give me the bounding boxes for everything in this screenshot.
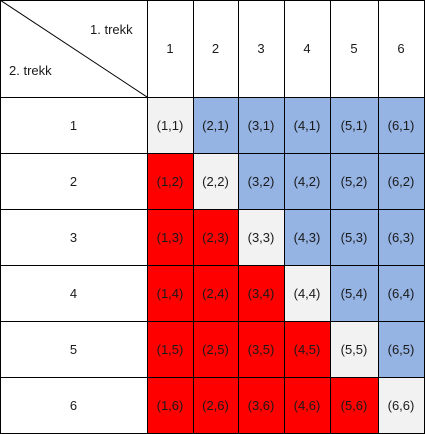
row-header: 6 <box>0 377 147 433</box>
grid-line-horizontal <box>0 209 425 210</box>
lower-cell: (2,6) <box>193 377 238 433</box>
grid-line-vertical <box>238 0 239 434</box>
lower-cell: (2,4) <box>193 265 238 321</box>
lower-cell: (1,5) <box>147 321 193 377</box>
column-header: 2 <box>193 0 238 97</box>
upper-cell: (2,1) <box>193 97 238 153</box>
lower-cell: (1,6) <box>147 377 193 433</box>
row-header: 1 <box>0 97 147 153</box>
upper-cell: (4,1) <box>284 97 330 153</box>
upper-cell: (6,3) <box>378 209 424 265</box>
upper-cell: (3,2) <box>238 153 284 209</box>
diagonal-cell: (4,4) <box>284 265 330 321</box>
lower-cell: (1,3) <box>147 209 193 265</box>
upper-cell: (4,3) <box>284 209 330 265</box>
lower-cell: (4,5) <box>284 321 330 377</box>
upper-cell: (6,1) <box>378 97 424 153</box>
column-axis-label: 1. trekk <box>90 22 133 37</box>
upper-cell: (4,2) <box>284 153 330 209</box>
grid-line-vertical <box>0 0 1 434</box>
grid-line-horizontal <box>0 321 425 322</box>
upper-cell: (3,1) <box>238 97 284 153</box>
diagonal-cell: (3,3) <box>238 209 284 265</box>
lower-cell: (3,4) <box>238 265 284 321</box>
grid-line-horizontal <box>0 377 425 378</box>
row-header: 4 <box>0 265 147 321</box>
grid-line-horizontal <box>0 265 425 266</box>
upper-cell: (6,4) <box>378 265 424 321</box>
upper-cell: (5,1) <box>330 97 378 153</box>
upper-cell: (6,5) <box>378 321 424 377</box>
upper-cell: (5,4) <box>330 265 378 321</box>
grid-line-horizontal <box>0 97 425 98</box>
upper-cell: (5,2) <box>330 153 378 209</box>
grid-line-vertical <box>284 0 285 434</box>
lower-cell: (5,6) <box>330 377 378 433</box>
lower-cell: (2,5) <box>193 321 238 377</box>
column-header: 1 <box>147 0 193 97</box>
row-axis-label: 2. trekk <box>9 63 52 78</box>
column-header: 4 <box>284 0 330 97</box>
grid-line-vertical <box>147 0 148 434</box>
diagonal-cell: (5,5) <box>330 321 378 377</box>
grid-line-vertical <box>193 0 194 434</box>
row-header: 2 <box>0 153 147 209</box>
grid-line-vertical <box>330 0 331 434</box>
lower-cell: (3,5) <box>238 321 284 377</box>
diagonal-cell: (2,2) <box>193 153 238 209</box>
column-header: 5 <box>330 0 378 97</box>
lower-cell: (3,6) <box>238 377 284 433</box>
diagonal-cell: (6,6) <box>378 377 424 433</box>
grid-line-horizontal <box>0 0 425 1</box>
corner-cell: 1. trekk 2. trekk <box>0 0 147 97</box>
diagonal-cell: (1,1) <box>147 97 193 153</box>
lower-cell: (1,4) <box>147 265 193 321</box>
upper-cell: (6,2) <box>378 153 424 209</box>
upper-cell: (5,3) <box>330 209 378 265</box>
row-header: 3 <box>0 209 147 265</box>
corner-diagonal-line <box>0 0 147 97</box>
grid-line-vertical <box>378 0 379 434</box>
lower-cell: (2,3) <box>193 209 238 265</box>
lower-cell: (1,2) <box>147 153 193 209</box>
row-header: 5 <box>0 321 147 377</box>
lower-cell: (4,6) <box>284 377 330 433</box>
grid-line-horizontal <box>0 153 425 154</box>
column-header: 3 <box>238 0 284 97</box>
column-header: 6 <box>378 0 424 97</box>
